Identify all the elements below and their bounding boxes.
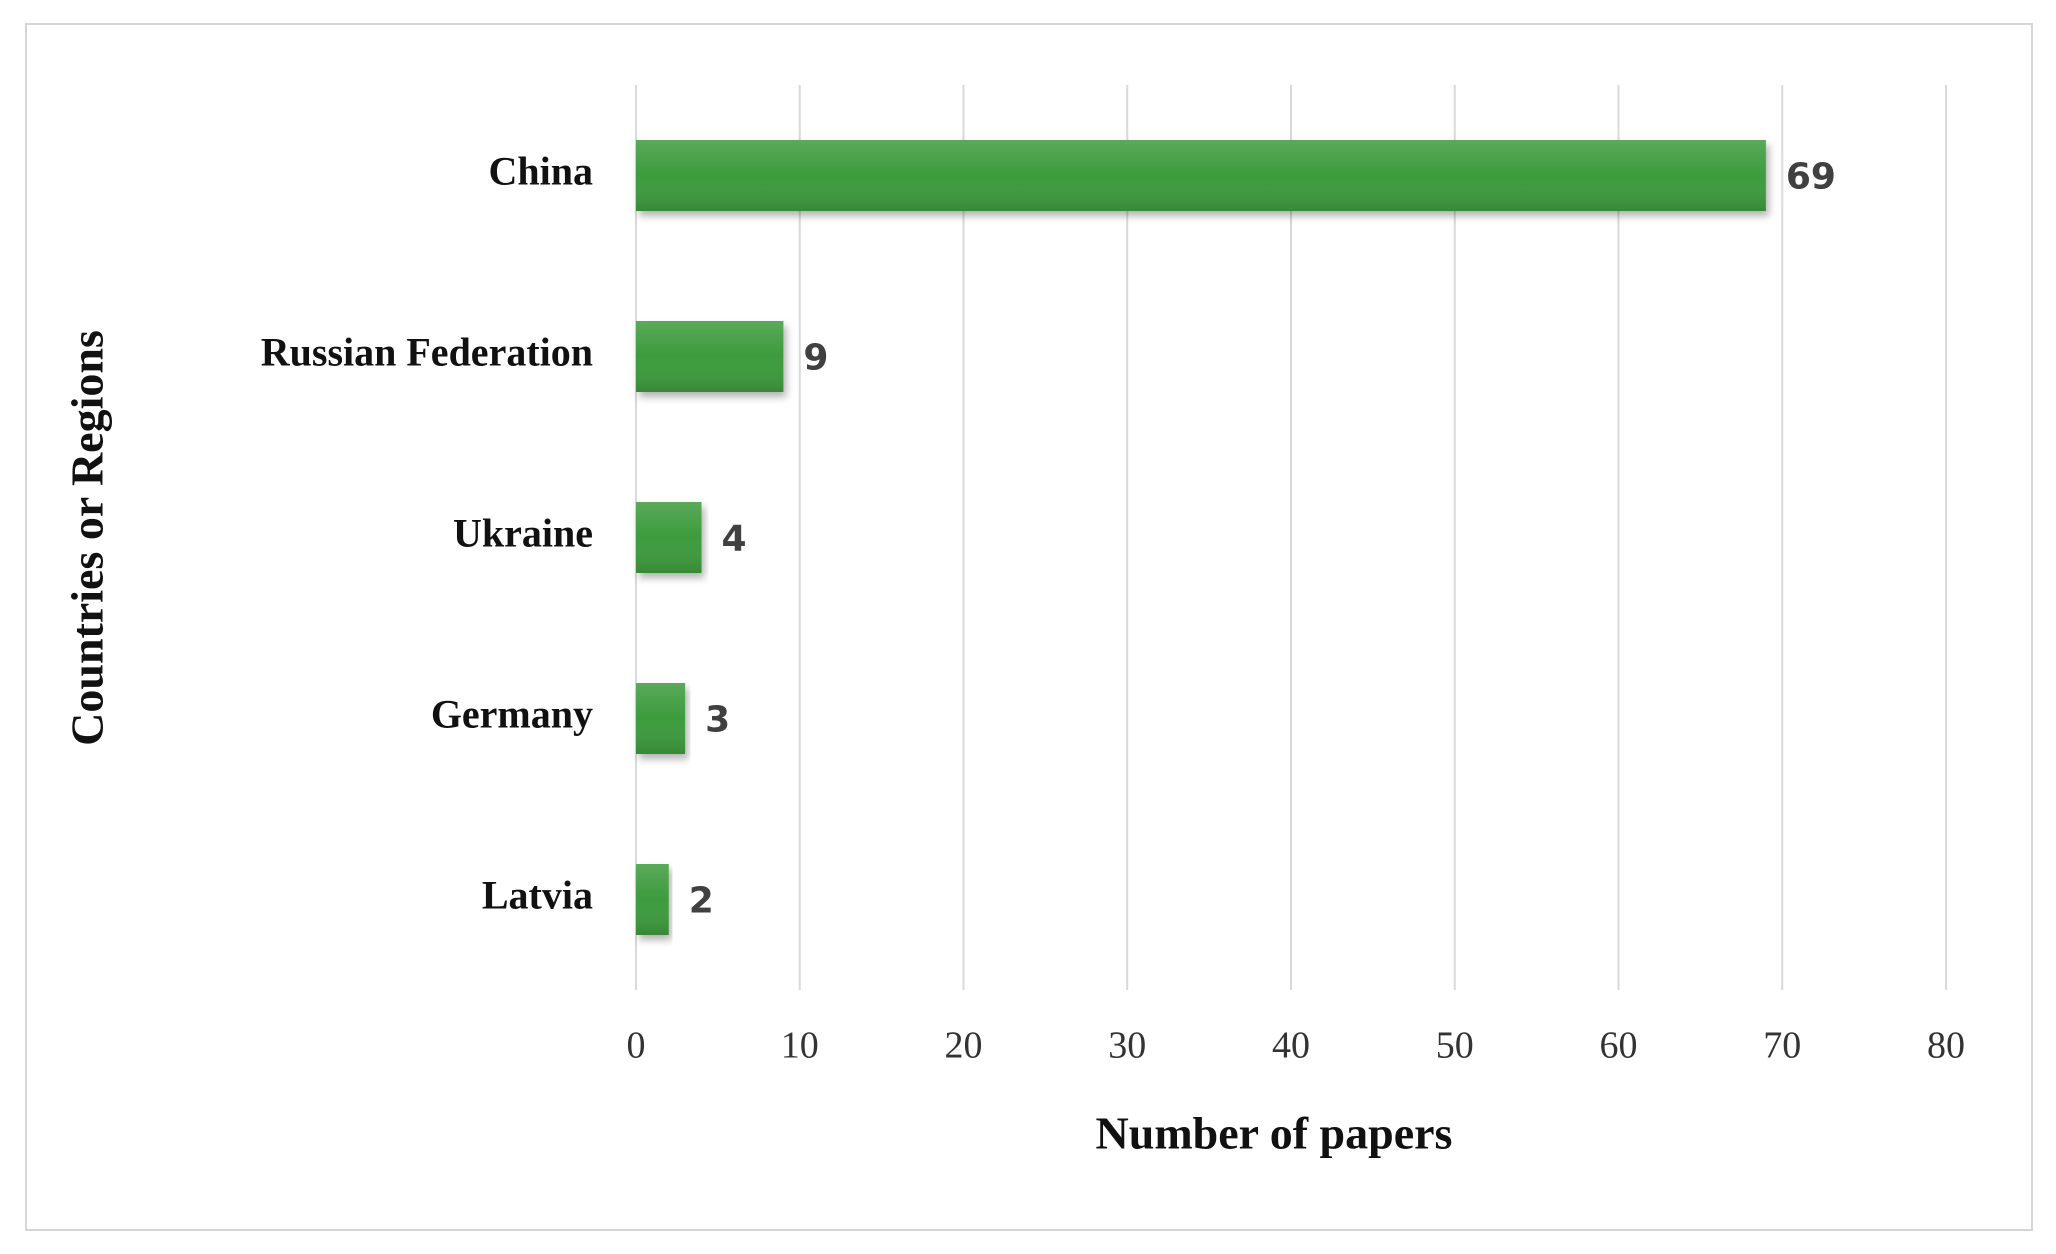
y-tick-label: Russian Federation — [261, 330, 593, 375]
y-tick-label: Germany — [431, 692, 593, 737]
y-tick-label: Ukraine — [453, 511, 593, 556]
bar-shading — [636, 140, 1766, 211]
value-label: 69 — [1786, 157, 1836, 198]
chart-border — [25, 23, 2033, 1231]
y-tick-label: China — [489, 149, 594, 194]
x-tick-label: 60 — [1600, 1025, 1638, 1067]
x-axis-title: Number of papers — [1096, 1108, 1453, 1159]
value-label: 4 — [722, 519, 747, 560]
bar-shading — [636, 683, 686, 754]
bar-shading — [636, 321, 784, 392]
x-tick-label: 50 — [1436, 1025, 1474, 1067]
bar-shading — [636, 502, 702, 573]
x-tick-label: 30 — [1108, 1025, 1146, 1067]
value-label: 2 — [689, 881, 714, 922]
x-tick-label: 70 — [1763, 1025, 1801, 1067]
x-tick-label: 80 — [1927, 1025, 1965, 1067]
bar-shading — [636, 864, 669, 935]
x-tick-label: 0 — [627, 1025, 646, 1067]
y-axis-title: Countries or Regions — [62, 330, 113, 746]
y-tick-label: Latvia — [482, 873, 593, 918]
value-label: 3 — [705, 700, 730, 741]
x-tick-label: 20 — [945, 1025, 983, 1067]
value-label: 9 — [803, 338, 828, 379]
x-tick-label: 40 — [1272, 1025, 1310, 1067]
x-tick-label: 10 — [781, 1025, 819, 1067]
